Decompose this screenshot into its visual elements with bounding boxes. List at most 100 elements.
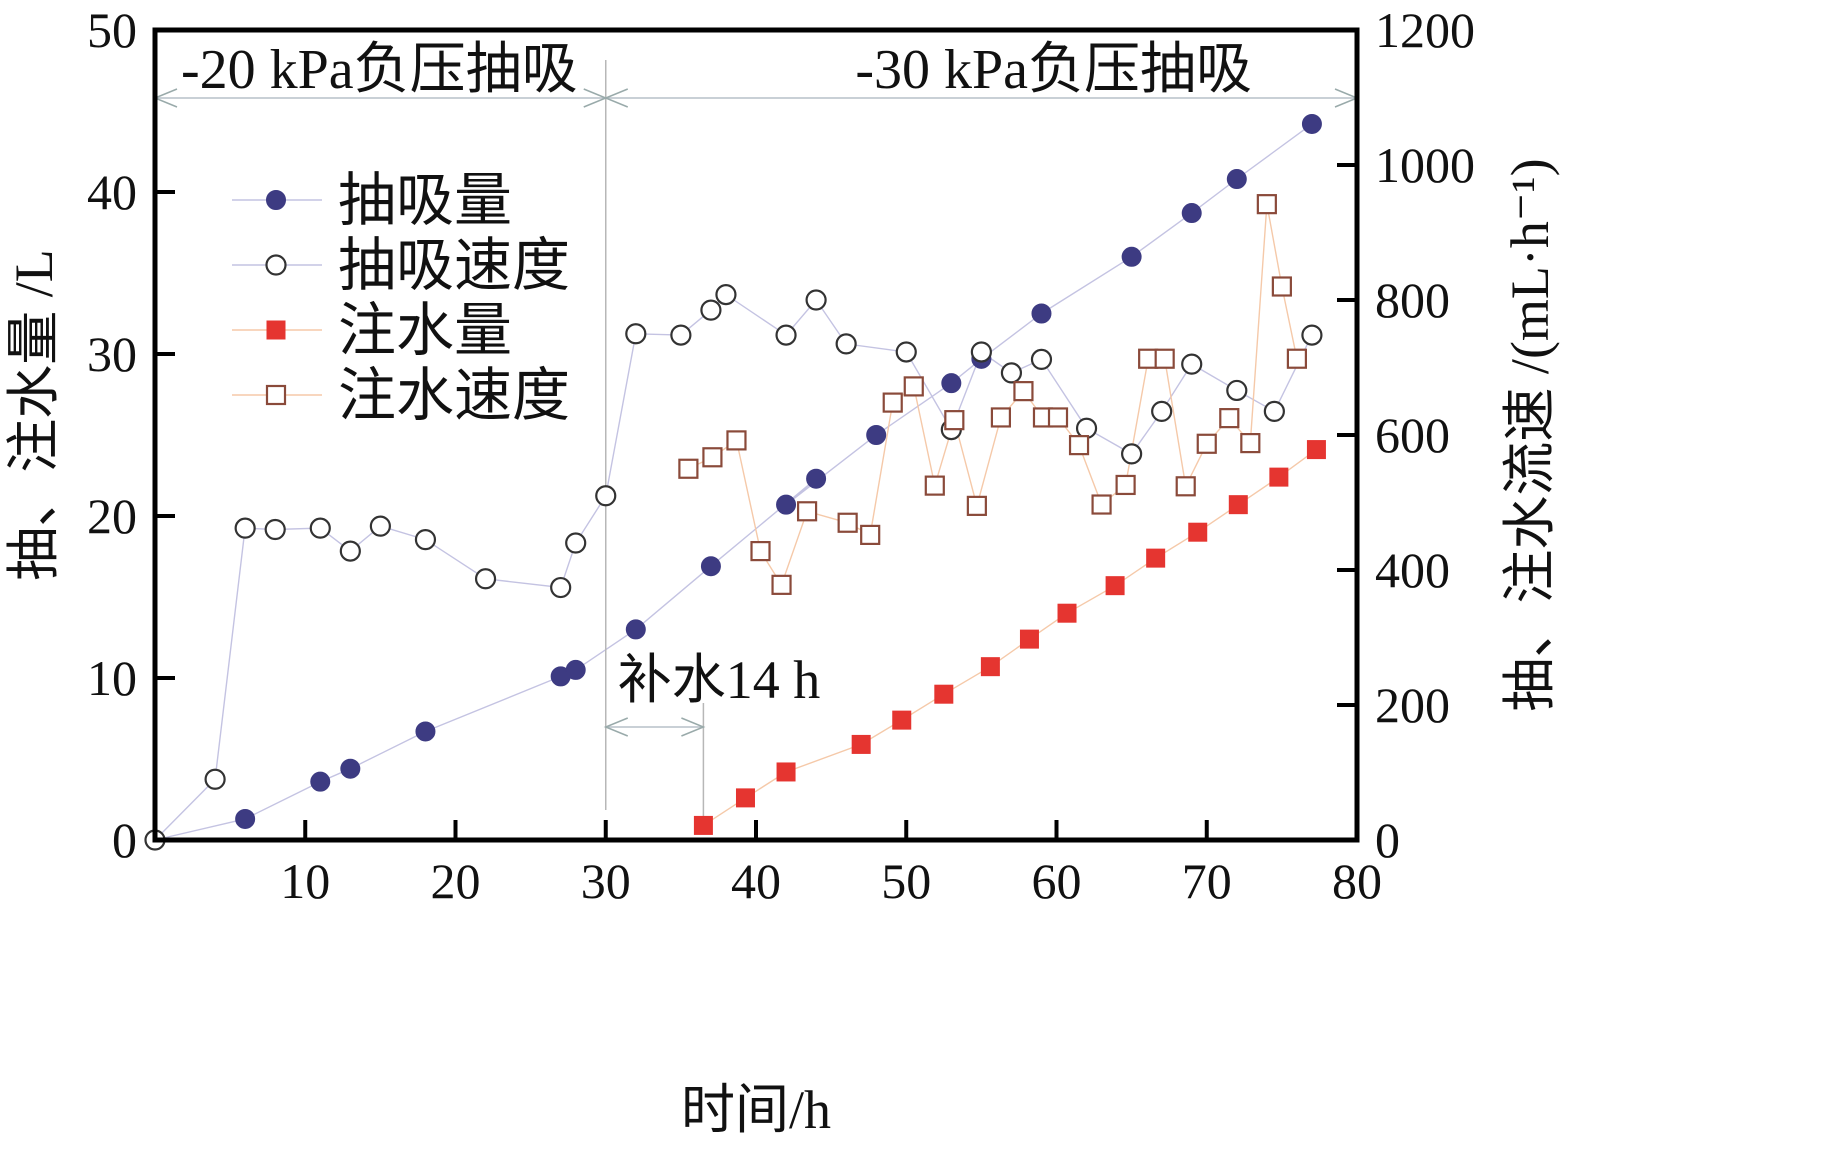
series-1-point-7 bbox=[414, 529, 437, 551]
legend-marker-1 bbox=[265, 254, 287, 276]
series-3-point-10 bbox=[924, 475, 945, 496]
series-2-point-1 bbox=[735, 788, 755, 808]
y2-tick-label: 600 bbox=[1375, 407, 1450, 463]
series-1-point-30 bbox=[1301, 324, 1323, 346]
series-0-point-11 bbox=[866, 425, 887, 445]
series-2-point-14 bbox=[1306, 440, 1326, 460]
legend-marker-3 bbox=[265, 384, 287, 406]
series-3-point-24 bbox=[1219, 408, 1240, 429]
series-3-point-14 bbox=[1013, 381, 1034, 402]
series-3-point-21 bbox=[1154, 348, 1175, 369]
y2-tick-label: 800 bbox=[1375, 272, 1450, 328]
series-3-point-17 bbox=[1068, 435, 1090, 456]
series-2-point-9 bbox=[1105, 576, 1125, 596]
series-0-point-4 bbox=[415, 721, 436, 742]
y2-tick-label: 1200 bbox=[1375, 2, 1475, 58]
y2-tick-label: 200 bbox=[1375, 677, 1450, 733]
series-1-point-13 bbox=[670, 324, 692, 346]
series-1-point-22 bbox=[1000, 362, 1023, 384]
series-3-point-25 bbox=[1240, 433, 1261, 454]
x-tick-label: 60 bbox=[1032, 853, 1082, 909]
series-1-point-27 bbox=[1181, 353, 1203, 375]
y-tick-label: 30 bbox=[87, 326, 137, 382]
chart-text: 10 20 30 40 50 60 70 80010203040500200400600800… bbox=[4, 2, 1560, 1140]
series-1-point-1 bbox=[204, 768, 226, 790]
refill-label: 补水14 h bbox=[618, 650, 821, 710]
x-tick-label: 20 bbox=[431, 853, 481, 909]
series-3-point-9 bbox=[903, 376, 924, 397]
series-3-point-22 bbox=[1175, 476, 1196, 497]
series-2-point-10 bbox=[1146, 548, 1166, 568]
series-1-point-23 bbox=[1030, 348, 1053, 370]
series-2-point-0 bbox=[693, 815, 713, 835]
series-0-point-3 bbox=[340, 758, 361, 779]
series-3-point-19 bbox=[1115, 474, 1136, 496]
series-3-point-6 bbox=[837, 512, 858, 533]
region-label-1: -30 kPa负压抽吸 bbox=[855, 39, 1252, 101]
series-1-point-5 bbox=[339, 540, 361, 562]
x-tick-label: 50 bbox=[881, 853, 931, 909]
y-tick-label: 10 bbox=[87, 650, 137, 706]
series-3-point-3 bbox=[750, 540, 771, 562]
series-0-point-1 bbox=[235, 808, 256, 829]
series-2-point-13 bbox=[1269, 467, 1289, 487]
series-2-point-5 bbox=[934, 684, 954, 704]
series-1-point-18 bbox=[835, 333, 857, 355]
series-2-point-11 bbox=[1188, 522, 1208, 542]
series-3-point-4 bbox=[771, 574, 792, 595]
series-line-0 bbox=[154, 123, 1313, 841]
series-3-point-5 bbox=[796, 501, 818, 522]
series-2-point-2 bbox=[776, 762, 796, 782]
series-0-point-14 bbox=[1031, 303, 1052, 324]
refill-arrowhead bbox=[603, 717, 629, 737]
series-1-point-9 bbox=[550, 576, 572, 599]
series-3-point-23 bbox=[1196, 433, 1217, 454]
series-3-point-2 bbox=[726, 430, 747, 451]
legend-marker-0 bbox=[266, 190, 286, 210]
series-3-point-27 bbox=[1271, 276, 1292, 297]
series-line-1 bbox=[154, 293, 1313, 841]
series-markers bbox=[144, 113, 1326, 851]
legend-marker-2 bbox=[266, 320, 286, 340]
series-0-point-15 bbox=[1121, 246, 1142, 267]
series-0-point-6 bbox=[565, 659, 586, 680]
series-2-point-8 bbox=[1057, 603, 1077, 623]
series-1-point-2 bbox=[234, 517, 256, 539]
guide-lines bbox=[153, 60, 1359, 830]
series-1-point-15 bbox=[715, 284, 737, 306]
series-0-point-9 bbox=[806, 468, 827, 489]
series-0-point-2 bbox=[310, 771, 331, 792]
series-1-point-26 bbox=[1151, 400, 1173, 422]
x-tick-label: 80 bbox=[1332, 853, 1382, 909]
series-1-point-6 bbox=[369, 515, 391, 537]
x-tick-label: 30 bbox=[581, 853, 631, 909]
series-1-point-12 bbox=[625, 323, 647, 345]
y2-tick-label: 0 bbox=[1375, 812, 1400, 868]
x-tick-label: 70 bbox=[1182, 853, 1232, 909]
series-1-point-28 bbox=[1226, 379, 1248, 402]
series-3-point-1 bbox=[702, 447, 723, 468]
series-1-point-4 bbox=[309, 517, 331, 539]
legend-label-1: 抽吸速度 bbox=[338, 233, 570, 298]
series-3-point-16 bbox=[1047, 407, 1069, 428]
series-2-point-12 bbox=[1228, 495, 1248, 515]
series-0-point-16 bbox=[1181, 203, 1202, 224]
y-tick-label: 50 bbox=[87, 2, 137, 58]
x-tick-label: 40 bbox=[731, 853, 781, 909]
region-label-0: -20 kPa负压抽吸 bbox=[181, 39, 578, 101]
legend-label-2: 注水量 bbox=[338, 298, 512, 363]
series-3-point-28 bbox=[1286, 348, 1308, 369]
series-2-point-7 bbox=[1019, 629, 1039, 649]
x-tick-label: 10 bbox=[280, 853, 330, 909]
series-3-point-18 bbox=[1091, 494, 1112, 515]
series-2-point-3 bbox=[851, 734, 871, 754]
series-3-point-8 bbox=[882, 392, 903, 413]
y-tick-label: 40 bbox=[87, 164, 137, 220]
y-tick-label: 20 bbox=[87, 488, 137, 544]
series-1-point-16 bbox=[775, 324, 797, 346]
series-2-point-6 bbox=[980, 657, 1000, 677]
y2-tick-label: 400 bbox=[1375, 542, 1450, 598]
series-1-point-14 bbox=[700, 299, 722, 321]
